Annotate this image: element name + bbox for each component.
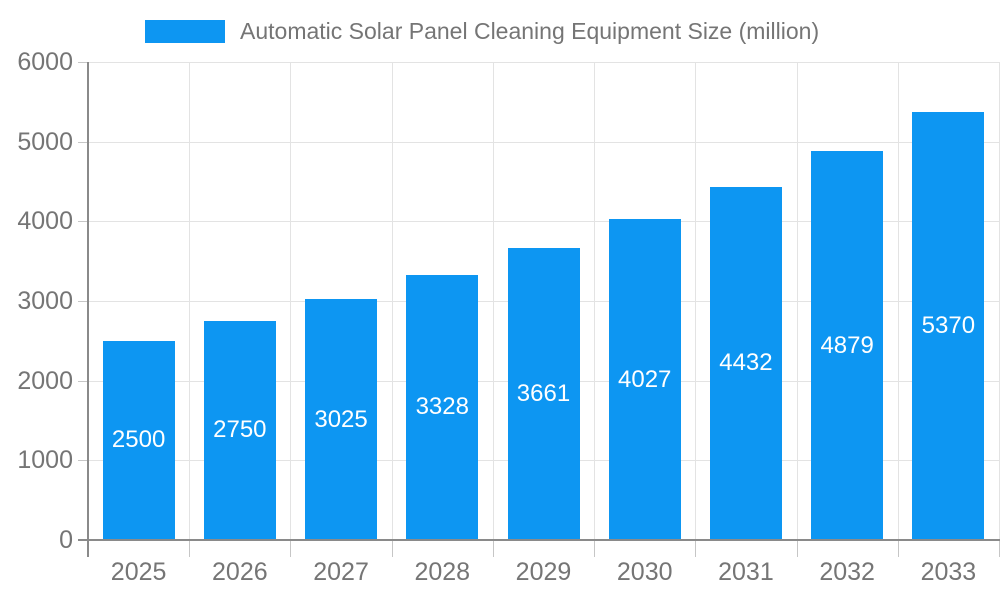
y-tick bbox=[78, 301, 88, 302]
bar-value-label: 4027 bbox=[618, 365, 672, 393]
bar-2033 bbox=[912, 112, 985, 540]
bar-2025 bbox=[102, 340, 175, 540]
y-tick-label: 4000 bbox=[17, 207, 73, 236]
y-tick-label: 3000 bbox=[17, 287, 73, 315]
y-tick-label: 0 bbox=[59, 526, 73, 554]
v-gridline bbox=[695, 62, 697, 540]
y-tick bbox=[78, 460, 88, 462]
bar-value-label: 3025 bbox=[314, 405, 368, 433]
bar-value-label: 5370 bbox=[921, 312, 976, 340]
bar-value-label: 4879 bbox=[820, 331, 874, 359]
legend-swatch-icon bbox=[145, 20, 225, 43]
x-tick bbox=[189, 540, 191, 557]
x-tick bbox=[391, 540, 393, 557]
v-gridline bbox=[492, 62, 494, 540]
x-tick bbox=[695, 540, 697, 557]
v-gridline bbox=[594, 62, 596, 540]
bar-2031 bbox=[709, 186, 782, 540]
x-tick-label: 2029 bbox=[515, 558, 572, 586]
bar-2029 bbox=[507, 248, 580, 540]
x-tick-label: 2026 bbox=[212, 558, 268, 586]
bar-2030 bbox=[608, 219, 681, 540]
bar-value-label: 2500 bbox=[111, 426, 166, 454]
bar-2028 bbox=[406, 274, 479, 540]
x-tick bbox=[492, 540, 494, 557]
bar-value-label: 3661 bbox=[516, 380, 571, 408]
bar-2026 bbox=[203, 320, 276, 540]
bar-value-label: 2750 bbox=[213, 416, 267, 444]
y-tick bbox=[78, 380, 88, 382]
x-tick bbox=[796, 540, 798, 557]
x-tick bbox=[594, 540, 596, 557]
x-tick-label: 2031 bbox=[718, 558, 774, 586]
x-tick-label: 2033 bbox=[920, 558, 977, 586]
legend-item[interactable]: Automatic Solar Panel Cleaning Equipment… bbox=[145, 18, 819, 45]
x-tick-label: 2028 bbox=[414, 558, 471, 586]
x-tick-label: 2025 bbox=[110, 558, 167, 586]
legend-label: Automatic Solar Panel Cleaning Equipment… bbox=[240, 18, 820, 44]
y-tick bbox=[78, 221, 88, 223]
bar-value-label: 4432 bbox=[719, 349, 773, 377]
bar-value-label: 3328 bbox=[415, 393, 469, 421]
y-tick-label: 5000 bbox=[17, 127, 73, 156]
x-tick-label: 2030 bbox=[616, 558, 673, 586]
y-tick-label: 6000 bbox=[17, 48, 73, 76]
y-tick bbox=[78, 62, 88, 63]
h-gridline bbox=[88, 141, 999, 143]
x-tick-label: 2027 bbox=[313, 558, 369, 586]
x-tick bbox=[290, 540, 292, 557]
y-tick bbox=[78, 141, 88, 143]
x-tick-label: 2032 bbox=[819, 558, 875, 586]
x-axis-line bbox=[78, 539, 1000, 541]
v-gridline bbox=[290, 62, 292, 540]
v-gridline bbox=[391, 62, 393, 540]
y-tick-label: 1000 bbox=[17, 446, 73, 475]
h-gridline bbox=[88, 62, 999, 63]
v-gridline bbox=[897, 62, 899, 540]
v-gridline bbox=[796, 62, 798, 540]
y-axis-line bbox=[87, 62, 89, 557]
bar-2032 bbox=[811, 151, 884, 540]
x-tick bbox=[897, 540, 899, 557]
y-tick-label: 2000 bbox=[17, 366, 73, 395]
bar-2027 bbox=[305, 299, 378, 540]
h-gridline bbox=[88, 221, 999, 223]
v-gridline bbox=[189, 62, 191, 540]
